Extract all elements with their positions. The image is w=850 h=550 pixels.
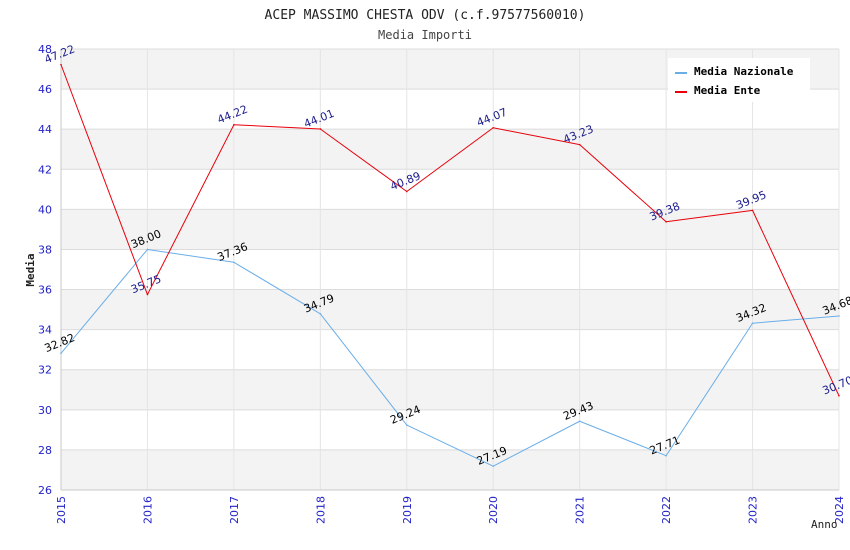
series-line-media-ente <box>60 64 840 396</box>
plot-band <box>61 129 839 170</box>
x-tick-label: 2016 <box>141 496 154 524</box>
plot-band <box>61 369 839 410</box>
y-tick-label: 48 <box>38 43 52 56</box>
legend-box <box>668 58 810 102</box>
x-tick-label: 2024 <box>833 496 846 524</box>
y-tick-label: 36 <box>38 284 52 297</box>
legend-label-media-nazionale: Media Nazionale <box>694 65 794 78</box>
data-point <box>146 248 149 251</box>
y-tick-label: 42 <box>38 163 52 176</box>
y-tick-label: 44 <box>38 123 52 136</box>
x-tick-label: 2020 <box>487 496 500 524</box>
data-point <box>665 454 667 457</box>
chart-title: ACEP MASSIMO CHESTA ODV (c.f.97577560010… <box>265 8 586 23</box>
data-point <box>838 315 840 317</box>
data-point <box>492 465 495 467</box>
data-point <box>751 322 754 325</box>
x-tick-label: 2019 <box>401 496 414 524</box>
data-point <box>578 143 581 146</box>
y-tick-label: 38 <box>38 243 52 256</box>
plot-band <box>61 449 839 490</box>
y-tick-labels: 26 28 30 32 34 36 38 40 42 44 46 48 <box>38 43 52 497</box>
x-tick-label: 2015 <box>55 496 68 524</box>
axes <box>60 49 839 491</box>
data-point <box>60 63 62 66</box>
chart-subtitle: Media Importi <box>378 28 472 42</box>
data-point <box>233 123 235 126</box>
plot-band <box>61 209 839 250</box>
y-tick-label: 30 <box>38 404 52 417</box>
x-tick-label: 2023 <box>747 496 760 524</box>
data-point <box>665 220 667 223</box>
data-point <box>319 313 322 315</box>
y-tick-label: 34 <box>38 324 52 337</box>
legend-label-media-ente: Media Ente <box>694 84 761 97</box>
y-tick-label: 46 <box>38 83 52 96</box>
y-tick-label: 40 <box>38 203 52 216</box>
x-axis-label: Anno <box>811 518 838 531</box>
x-tick-labels: 2015 2016 2017 2018 2019 2020 2021 2022 2023 2024 <box>55 496 846 524</box>
data-point <box>751 209 754 212</box>
data-point <box>838 394 840 397</box>
y-axis-label: Media <box>24 253 37 286</box>
gridlines <box>60 48 840 490</box>
data-point <box>146 293 149 296</box>
y-tick-label: 26 <box>38 484 52 497</box>
plot-band <box>61 289 839 330</box>
legend: Media Nazionale Media Ente <box>668 58 810 102</box>
y-tick-label: 32 <box>38 364 52 377</box>
series-lines <box>60 63 840 467</box>
x-tick-label: 2017 <box>228 496 241 524</box>
data-point <box>492 126 495 129</box>
data-point <box>233 261 235 264</box>
data-point <box>60 352 62 355</box>
x-tick-label: 2021 <box>574 496 587 524</box>
data-point <box>319 128 322 130</box>
x-tick-label: 2018 <box>314 496 327 524</box>
y-tick-label: 28 <box>38 444 52 457</box>
series-line-media-nazionale <box>60 248 840 467</box>
data-point <box>405 190 408 193</box>
data-point <box>405 424 408 426</box>
data-point <box>578 420 581 423</box>
plot-bands <box>61 49 839 490</box>
x-tick-label: 2022 <box>660 496 673 524</box>
